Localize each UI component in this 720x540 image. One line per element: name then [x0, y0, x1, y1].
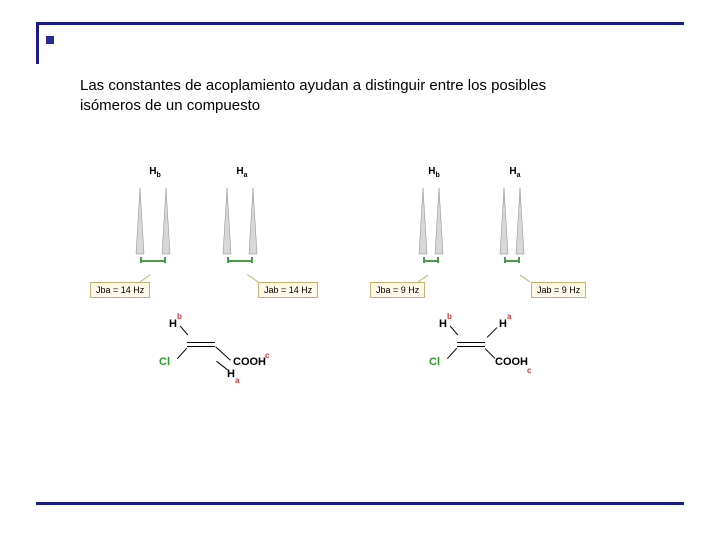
- corner-square: [46, 36, 54, 44]
- structure-cis: H b Cl H a COOH c: [425, 318, 565, 388]
- callout-Jab-left: Jab = 14 Hz: [258, 282, 318, 298]
- peaks-Ha-right: [494, 182, 534, 256]
- callout-Jba-right: Jba = 9 Hz: [370, 282, 425, 298]
- slide-text: Las constantes de acoplamiento ayudan a …: [80, 76, 600, 117]
- structure-trans: H b Cl COOH c H a: [155, 318, 285, 388]
- callout-Jba-left: Jba = 14 Hz: [90, 282, 150, 298]
- spectrum-left: Hb Ha Jba = 14 Hz Jab = 14 Hz H: [100, 170, 340, 430]
- label-Ha-right: Ha: [503, 166, 527, 179]
- peaks-Ha-left: [217, 182, 267, 256]
- frame-left-border: [36, 22, 39, 64]
- spectrum-right: Hb Ha Jba = 9 Hz Jab = 9 Hz H b Cl H a: [375, 170, 615, 430]
- frame-bottom-border: [36, 502, 684, 505]
- peaks-Hb-right: [413, 182, 453, 256]
- label-Hb-left: Hb: [143, 166, 167, 179]
- peaks-Hb-left: [130, 182, 180, 256]
- bracket-Ha-left: [227, 260, 253, 262]
- nmr-diagram: Hb Ha Jba = 14 Hz Jab = 14 Hz H: [100, 170, 620, 430]
- label-Ha-left: Ha: [230, 166, 254, 179]
- label-Hb-right: Hb: [422, 166, 446, 179]
- bracket-Hb-left: [140, 260, 166, 262]
- callout-Jab-right: Jab = 9 Hz: [531, 282, 586, 298]
- frame-top-border: [36, 22, 684, 25]
